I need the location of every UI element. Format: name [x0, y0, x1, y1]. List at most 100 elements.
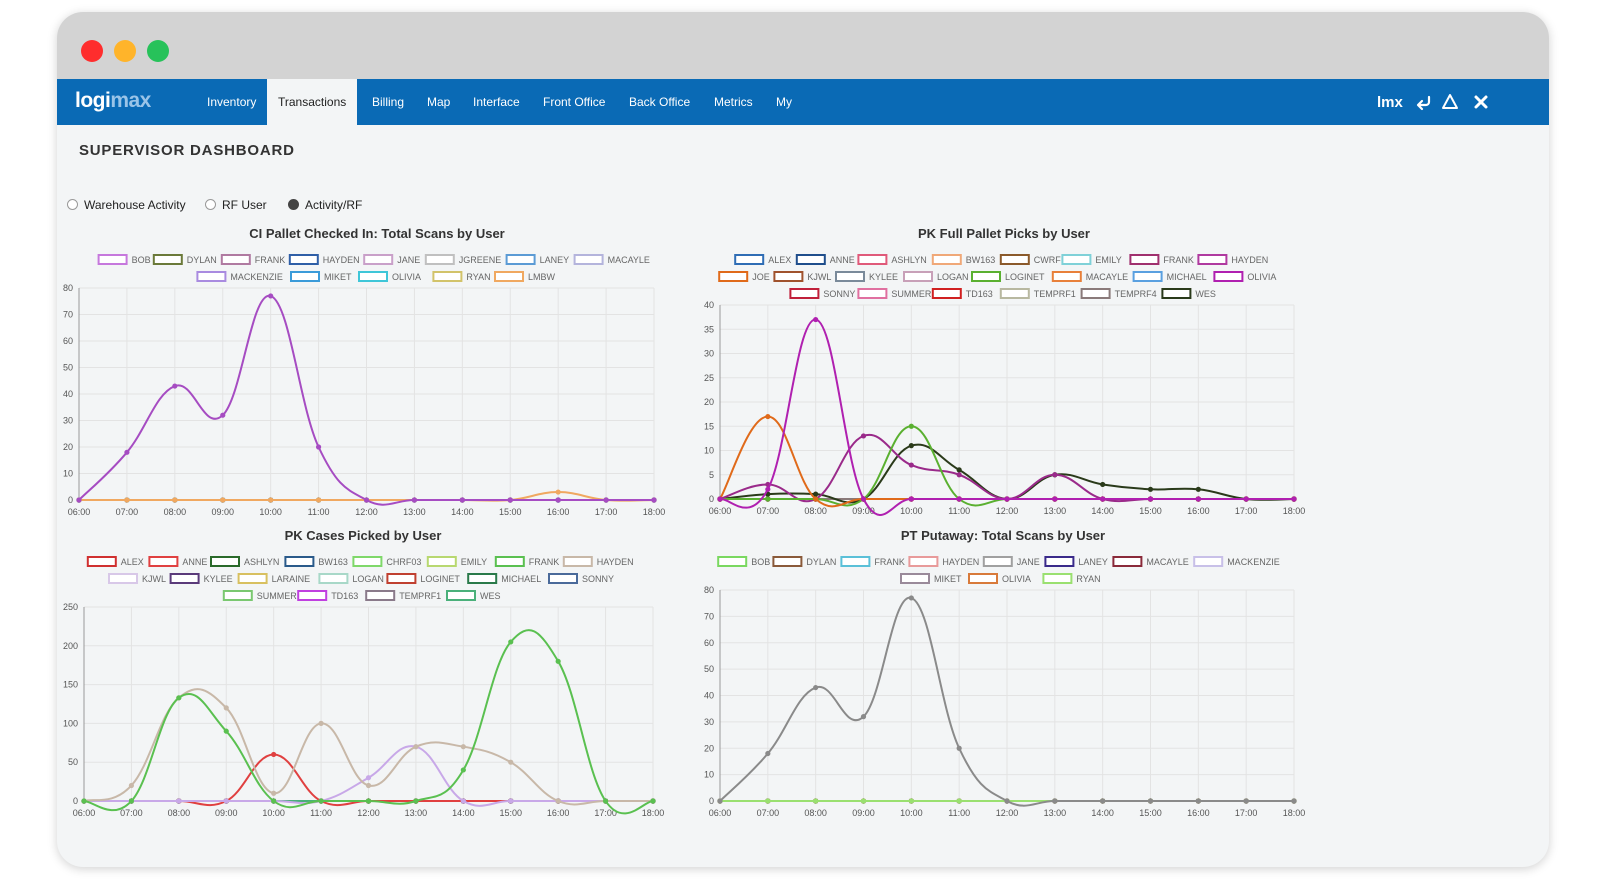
data-point[interactable] [176, 798, 182, 804]
data-point[interactable] [860, 798, 867, 804]
data-point[interactable] [1004, 798, 1010, 804]
data-point[interactable] [956, 496, 962, 502]
data-point[interactable] [1147, 496, 1154, 502]
data-point[interactable] [555, 798, 561, 804]
data-point[interactable] [1195, 496, 1201, 502]
data-point[interactable] [602, 798, 609, 804]
data-point[interactable] [765, 496, 771, 502]
data-point[interactable] [1004, 798, 1010, 804]
data-point[interactable] [1147, 496, 1154, 502]
legend-item-laraine[interactable]: LARAINE [237, 573, 311, 584]
data-point[interactable] [1004, 496, 1010, 502]
data-point[interactable] [1243, 496, 1249, 502]
data-point[interactable] [1243, 798, 1249, 804]
alert-icon[interactable] [1441, 79, 1459, 125]
data-point[interactable] [765, 496, 771, 502]
data-point[interactable] [555, 798, 561, 804]
data-point[interactable] [271, 798, 277, 804]
data-point[interactable] [460, 798, 466, 804]
data-point[interactable] [460, 798, 466, 804]
data-point[interactable] [176, 798, 182, 804]
data-point[interactable] [128, 798, 135, 804]
data-point[interactable] [860, 496, 867, 502]
data-point[interactable] [1291, 496, 1297, 502]
data-point[interactable] [220, 497, 226, 503]
data-point[interactable] [765, 496, 771, 502]
data-point[interactable] [315, 497, 322, 503]
data-point[interactable] [1052, 496, 1058, 502]
radio-activity-rf[interactable]: Activity/RF [288, 198, 362, 212]
radio-circle[interactable] [205, 199, 216, 211]
data-point[interactable] [603, 497, 609, 503]
data-point[interactable] [1004, 496, 1010, 502]
data-point[interactable] [1004, 496, 1010, 502]
data-point[interactable] [717, 798, 723, 804]
data-point[interactable] [956, 496, 962, 502]
data-point[interactable] [1004, 798, 1010, 804]
legend-item-frank[interactable]: FRANK [220, 254, 286, 265]
data-point[interactable] [1243, 496, 1249, 502]
data-point[interactable] [176, 798, 182, 804]
data-point[interactable] [813, 496, 819, 502]
data-point[interactable] [956, 496, 962, 502]
data-point[interactable] [271, 798, 277, 804]
data-point[interactable] [1147, 496, 1154, 502]
data-point[interactable] [1195, 798, 1201, 804]
data-point[interactable] [172, 497, 178, 503]
data-point[interactable] [1243, 798, 1249, 804]
data-point[interactable] [508, 798, 514, 804]
data-point[interactable] [860, 496, 867, 502]
data-point[interactable] [1100, 496, 1106, 502]
data-point[interactable] [813, 496, 819, 502]
data-point[interactable] [1147, 496, 1154, 502]
data-point[interactable] [956, 798, 962, 804]
data-point[interactable] [1291, 496, 1297, 502]
data-point[interactable] [908, 496, 914, 502]
legend-item-lmbw[interactable]: LMBW [494, 271, 556, 282]
data-point[interactable] [603, 497, 609, 503]
data-point[interactable] [813, 496, 819, 502]
data-point[interactable] [318, 798, 324, 804]
data-point[interactable] [956, 798, 962, 804]
data-point[interactable] [508, 639, 514, 645]
data-point[interactable] [602, 798, 609, 804]
logimax-logo[interactable]: logimax [75, 89, 151, 113]
data-point[interactable] [602, 798, 609, 804]
data-point[interactable] [128, 798, 135, 804]
data-point[interactable] [460, 798, 466, 804]
data-point[interactable] [650, 798, 656, 804]
data-point[interactable] [1243, 496, 1249, 502]
data-point[interactable] [81, 798, 87, 804]
data-point[interactable] [268, 497, 274, 503]
data-point[interactable] [363, 497, 370, 503]
data-point[interactable] [268, 497, 274, 503]
legend-item-sonny[interactable]: SONNY [789, 288, 855, 299]
data-point[interactable] [507, 497, 513, 503]
data-point[interactable] [363, 497, 370, 503]
data-point[interactable] [411, 497, 418, 503]
data-point[interactable] [1195, 496, 1201, 502]
data-point[interactable] [172, 497, 178, 503]
data-point[interactable] [1291, 798, 1297, 804]
data-point[interactable] [555, 798, 561, 804]
data-point[interactable] [128, 798, 135, 804]
data-point[interactable] [124, 497, 130, 503]
data-point[interactable] [765, 496, 771, 502]
data-point[interactable] [128, 798, 135, 804]
data-point[interactable] [318, 798, 324, 804]
data-point[interactable] [1291, 798, 1297, 804]
data-point[interactable] [271, 798, 277, 804]
data-point[interactable] [1052, 496, 1058, 502]
data-point[interactable] [507, 497, 513, 503]
data-point[interactable] [223, 705, 229, 711]
data-point[interactable] [1243, 798, 1249, 804]
legend-item-frank[interactable]: FRANK [1129, 254, 1194, 265]
data-point[interactable] [1243, 496, 1249, 502]
data-point[interactable] [1100, 496, 1106, 502]
data-point[interactable] [1052, 798, 1058, 804]
data-point[interactable] [651, 497, 657, 503]
data-point[interactable] [1243, 496, 1249, 502]
data-point[interactable] [315, 497, 322, 503]
data-point[interactable] [650, 798, 656, 804]
data-point[interactable] [459, 497, 465, 503]
